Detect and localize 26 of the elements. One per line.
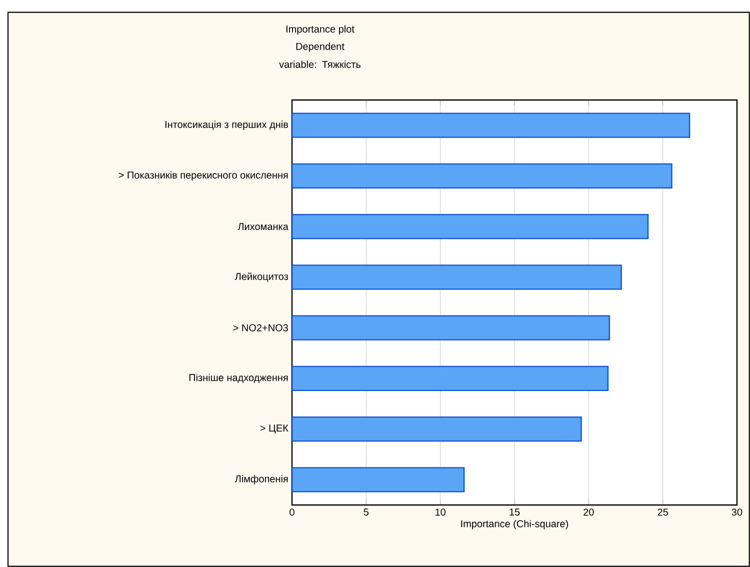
bar bbox=[292, 214, 649, 240]
y-tick-label: > ЦЕК bbox=[260, 424, 288, 434]
chart-subtitle: Dependent variable: Тяжкість bbox=[279, 42, 361, 68]
bar bbox=[292, 112, 690, 138]
x-tick-label: 30 bbox=[732, 508, 742, 516]
bar bbox=[292, 163, 672, 189]
x-axis-title: Importance (Chi-square) bbox=[461, 520, 568, 530]
bar bbox=[292, 264, 622, 290]
y-tick-label: Лейкоцитоз bbox=[234, 272, 288, 282]
y-tick-label: > Показників перекисного окислення bbox=[118, 171, 288, 181]
bar bbox=[292, 366, 609, 392]
y-tick-label: Інтоксикація з перших днів bbox=[165, 120, 288, 130]
y-tick-label: Лихоманка bbox=[238, 223, 288, 230]
y-tick-label: Пізніше надходження bbox=[189, 374, 288, 384]
x-tick-label: 15 bbox=[510, 508, 520, 516]
bar bbox=[292, 467, 465, 492]
x-tick-label: 10 bbox=[436, 508, 446, 516]
x-tick-label: 0 bbox=[290, 508, 294, 516]
bar bbox=[292, 315, 610, 340]
x-tick-label: 5 bbox=[364, 508, 369, 516]
y-tick-label: > NO2+NO3 bbox=[233, 324, 288, 332]
bar bbox=[292, 416, 582, 442]
x-tick-label: 20 bbox=[584, 508, 594, 516]
chart-title: Importance plot bbox=[286, 25, 354, 35]
y-tick-label: Лімфопенія bbox=[234, 475, 288, 484]
x-tick-label: 25 bbox=[658, 508, 668, 516]
